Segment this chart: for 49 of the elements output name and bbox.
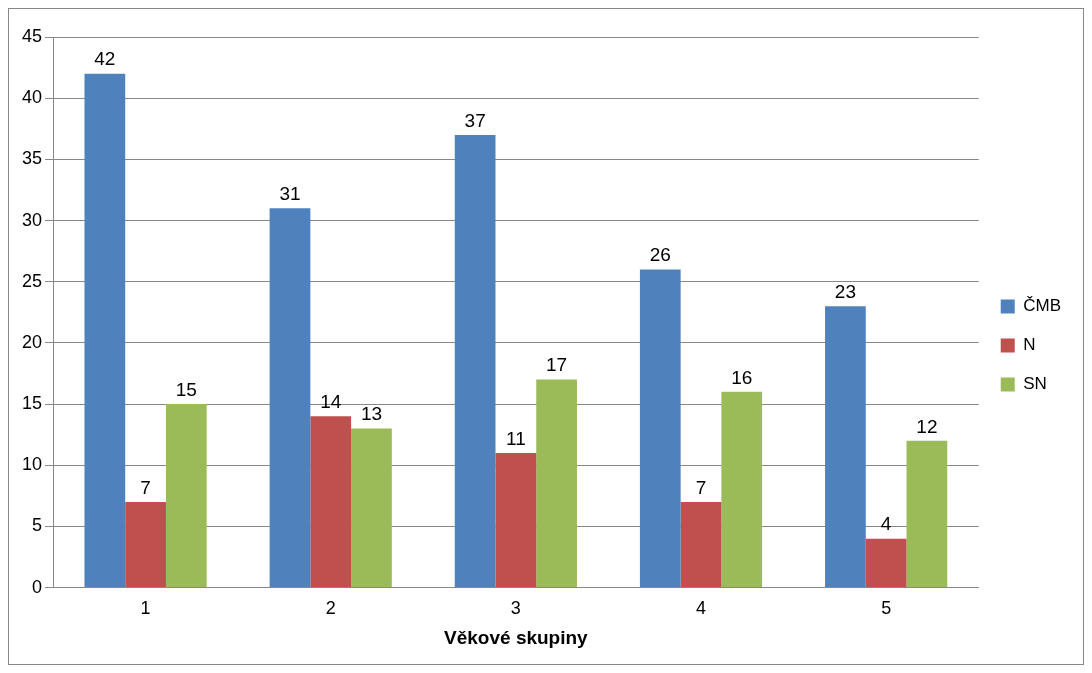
data-label: 13 [360,403,383,425]
x-tick-label: 5 [881,598,892,619]
data-label: 23 [834,280,856,302]
bar [825,306,866,588]
bar [84,73,126,588]
data-label: 16 [731,366,753,388]
data-label: 17 [546,354,568,376]
bar [639,269,681,588]
data-label: 12 [916,415,938,437]
y-tick-label: 0 [32,576,43,597]
y-tick-label: 40 [21,87,43,108]
bar [310,416,352,588]
bar [351,428,392,588]
bar [680,501,722,588]
y-tick-label: 15 [21,393,43,414]
data-label: 4 [880,513,892,535]
bar [125,501,166,588]
data-label: 42 [94,48,116,70]
y-tick-label: 35 [21,148,43,169]
data-label: 7 [695,476,707,498]
bar [269,208,311,588]
bar [721,391,763,588]
x-tick-label: 2 [325,598,336,619]
bar [906,440,948,588]
bar [165,404,207,588]
bar [865,538,907,588]
data-label: 14 [320,391,342,413]
data-label: 26 [649,244,671,266]
data-label: 31 [279,183,301,205]
bar [536,379,577,588]
legend-label: N [1023,335,1036,355]
y-tick-label: 10 [21,454,43,475]
x-tick-label: 4 [696,598,707,619]
y-tick-label: 20 [21,331,43,352]
y-tick-label: 45 [21,25,43,46]
x-axis-title: Věkové skupiny [444,626,589,648]
x-tick-label: 3 [510,598,521,619]
y-tick-label: 25 [21,270,43,291]
y-tick-label: 30 [21,209,43,230]
data-label: 37 [464,109,486,131]
data-label: 7 [140,476,151,498]
data-label: 11 [506,427,526,449]
legend-label: SN [1023,374,1047,394]
legend-label: ČMB [1023,296,1061,316]
data-label: 15 [175,378,197,400]
bar [454,134,496,588]
bar [495,453,537,588]
x-tick-label: 1 [140,598,151,619]
y-tick-label: 5 [32,515,43,536]
